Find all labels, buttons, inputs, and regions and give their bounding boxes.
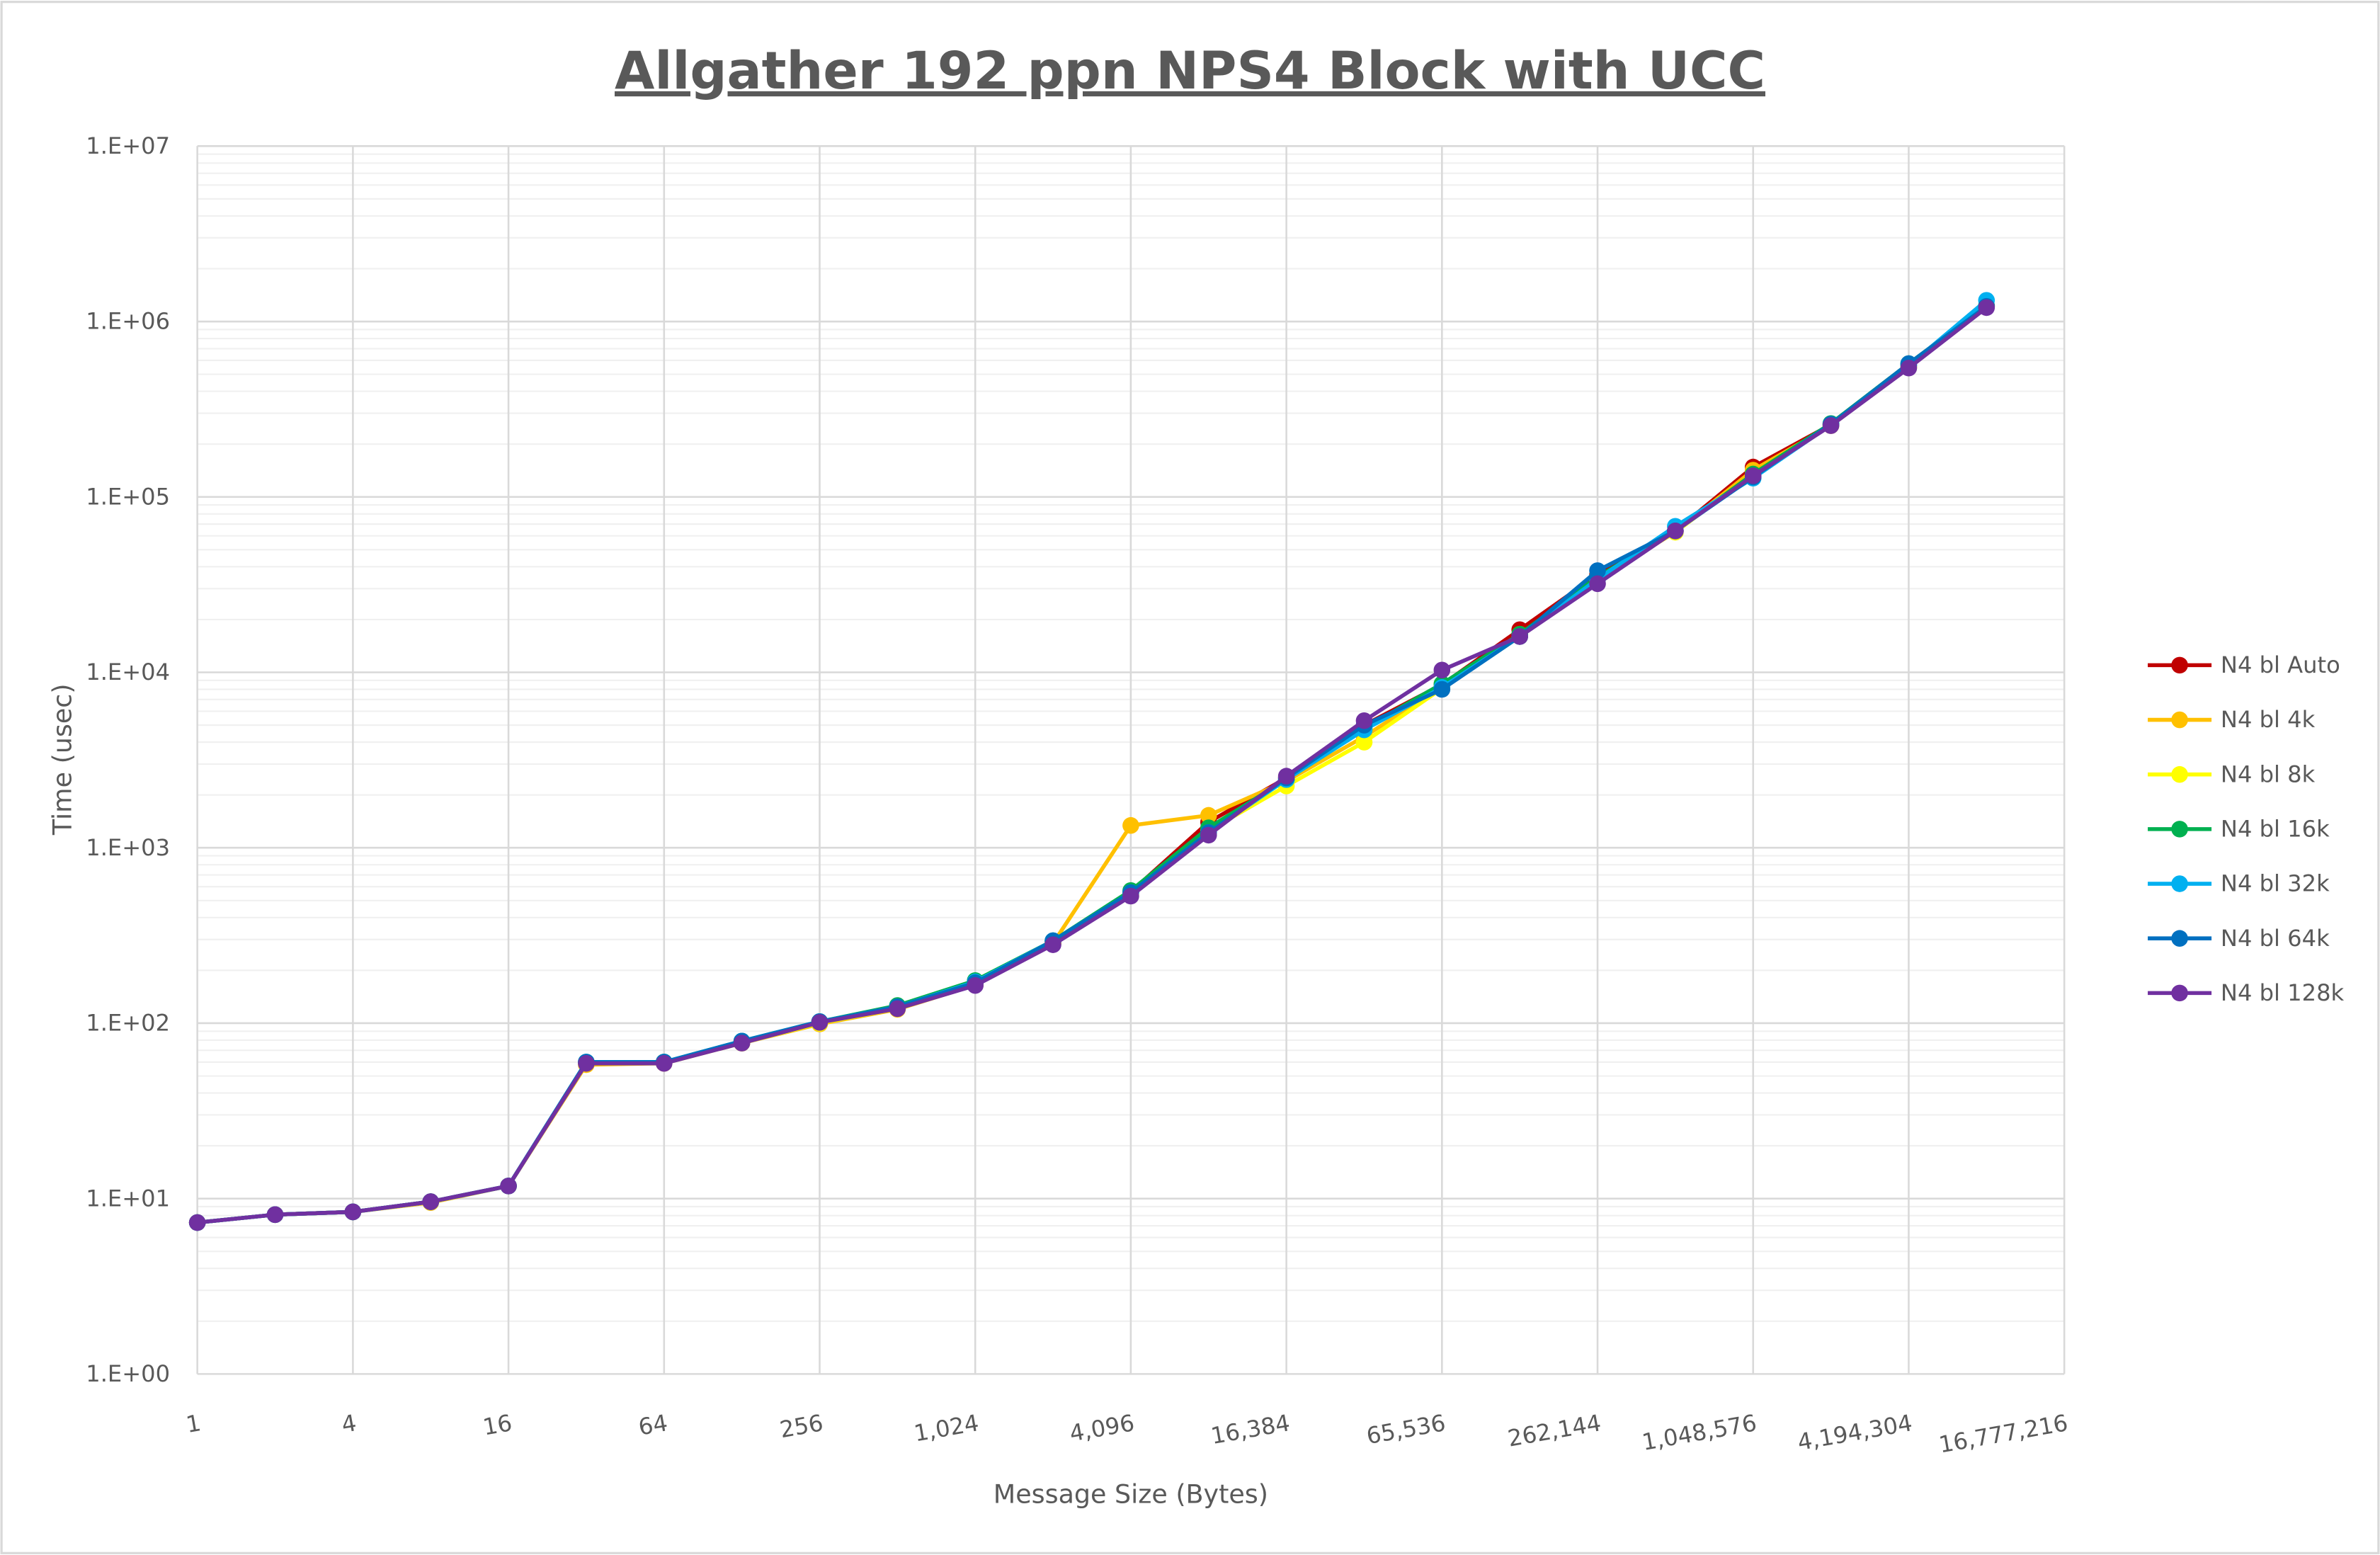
y-tick-label: 1.E+04 — [86, 659, 170, 685]
data-point — [1822, 417, 1840, 434]
data-point — [1589, 575, 1606, 593]
legend-item: N4 bl 32k — [2148, 870, 2330, 897]
data-point — [1355, 712, 1373, 729]
x-tick-label: 64 — [637, 1409, 670, 1441]
data-point — [967, 976, 984, 994]
legend-item: N4 bl 4k — [2148, 706, 2316, 733]
data-point — [578, 1054, 595, 1072]
data-point — [1900, 359, 1918, 377]
legend-item: N4 bl 128k — [2148, 979, 2345, 1006]
legend-label: N4 bl 16k — [2221, 816, 2330, 843]
legend-item: N4 bl Auto — [2148, 651, 2340, 678]
x-axis-title: Message Size (Bytes) — [993, 1479, 1268, 1510]
y-tick-label: 1.E+05 — [86, 483, 170, 510]
data-point — [655, 1054, 673, 1072]
data-point — [889, 1000, 906, 1018]
y-tick-label: 1.E+00 — [86, 1360, 170, 1387]
data-point — [500, 1178, 517, 1195]
legend-marker — [2171, 711, 2188, 729]
legend-item: N4 bl 16k — [2148, 816, 2330, 843]
y-axis-ticks: 1.E+00 1.E+01 1.E+02 1.E+03 1.E+04 1.E+05 1.E+… — [86, 132, 170, 1387]
legend-marker — [2171, 656, 2188, 674]
legend: N4 bl Auto N4 bl 4k N4 bl 8k N4 bl 16k N4 bl… — [2148, 651, 2345, 1006]
data-point — [811, 1014, 829, 1031]
x-tick-label: 16 — [481, 1409, 514, 1441]
legend-marker — [2171, 930, 2188, 947]
legend-marker — [2171, 875, 2188, 892]
data-point — [1122, 887, 1139, 905]
legend-label: N4 bl Auto — [2221, 651, 2340, 678]
data-point — [1200, 807, 1217, 824]
legend-item: N4 bl 64k — [2148, 925, 2330, 952]
legend-marker — [2171, 765, 2188, 783]
data-point — [1277, 768, 1295, 785]
data-point — [1744, 467, 1762, 484]
y-tick-label: 1.E+07 — [86, 132, 170, 159]
data-point — [266, 1206, 284, 1224]
y-tick-label: 1.E+03 — [86, 834, 170, 861]
series-line — [197, 306, 1988, 1225]
legend-label: N4 bl 4k — [2221, 706, 2316, 733]
data-point — [1122, 816, 1139, 834]
data-point — [1667, 522, 1684, 540]
legend-label: N4 bl 8k — [2221, 761, 2316, 787]
legend-marker — [2171, 821, 2188, 838]
data-point — [733, 1035, 751, 1052]
y-axis-title: Time (usec) — [47, 683, 78, 836]
legend-label: N4 bl 128k — [2221, 979, 2345, 1006]
data-point — [188, 1214, 206, 1231]
legend-marker — [2171, 984, 2188, 1002]
legend-label: N4 bl 64k — [2221, 925, 2330, 952]
data-point — [1589, 562, 1606, 579]
data-point — [1433, 661, 1451, 679]
data-point — [1433, 680, 1451, 698]
legend-item: N4 bl 8k — [2148, 761, 2316, 787]
series-lines — [188, 292, 1995, 1231]
y-tick-label: 1.E+01 — [86, 1185, 170, 1212]
chart-title: Allgather 192 ppn NPS4 Block with UCC — [615, 41, 1765, 101]
data-point — [1044, 936, 1061, 953]
data-point — [1511, 628, 1528, 645]
legend-label: N4 bl 32k — [2221, 870, 2330, 897]
data-point — [1978, 299, 1995, 317]
y-tick-label: 1.E+06 — [86, 308, 170, 335]
data-point — [344, 1203, 362, 1221]
y-tick-label: 1.E+02 — [86, 1010, 170, 1037]
data-point — [1355, 734, 1373, 751]
data-point — [1200, 826, 1217, 844]
gridlines — [196, 145, 2066, 1375]
series-n4-bl-128k — [188, 299, 1995, 1231]
data-point — [422, 1193, 440, 1210]
